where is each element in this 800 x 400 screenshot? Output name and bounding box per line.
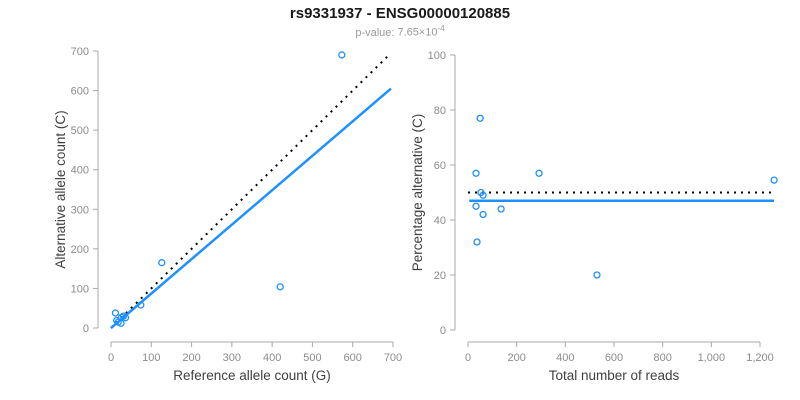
identity-line — [110, 54, 390, 329]
x-tick-label: 200 — [182, 352, 200, 364]
data-point — [137, 301, 145, 309]
y-tick-label: 80 — [434, 105, 446, 117]
x-tick-label: 800 — [653, 352, 671, 364]
data-point — [770, 176, 778, 184]
y-tick-label: 400 — [71, 165, 89, 177]
y-tick-label: 0 — [83, 323, 89, 335]
y-tick-label: 40 — [434, 215, 446, 227]
x-tick-label: 400 — [556, 352, 574, 364]
fit-line — [110, 87, 392, 329]
y-tick-label: 500 — [71, 125, 89, 137]
y-tick-label: 100 — [428, 50, 446, 62]
x-tick-label: 200 — [507, 352, 525, 364]
data-point — [111, 309, 120, 317]
y-tick-label: 60 — [434, 160, 446, 172]
data-point — [479, 210, 487, 219]
data-point — [479, 191, 487, 199]
y-tick-label: 100 — [71, 283, 89, 295]
data-point — [276, 283, 284, 291]
x-tick-label: 0 — [465, 352, 471, 364]
page-title: rs9331937 - ENSG00000120885 — [289, 5, 511, 22]
x-tick-label: 600 — [605, 352, 623, 364]
y-axis-title: Alternative allele count (C) — [53, 110, 68, 268]
data-point — [472, 202, 480, 210]
data-point — [476, 114, 484, 122]
data-point — [158, 259, 166, 267]
y-tick-label: 0 — [440, 325, 446, 337]
y-tick-label: 700 — [71, 46, 89, 58]
x-tick-label: 0 — [108, 352, 114, 364]
pvalue-base: 7.65×10 — [397, 26, 438, 39]
x-tick-label: 400 — [263, 352, 281, 364]
y-tick-label: 20 — [434, 270, 446, 282]
x-tick-label: 300 — [223, 352, 241, 364]
x-axis-title: Total number of reads — [549, 368, 680, 383]
data-point — [117, 319, 125, 327]
x-tick-label: 500 — [303, 352, 321, 364]
data-point — [472, 169, 480, 177]
data-point — [338, 51, 346, 59]
data-point — [473, 238, 481, 246]
pvalue-subtitle: p-value: 7.65×10-4 — [0, 24, 800, 39]
x-tick-label: 1,200 — [746, 352, 774, 364]
right-scatter-plot: 0 200 400 600 800 1,000 1,200 0 20 40 60 80 100 Total… — [410, 50, 778, 383]
pvalue-exponent: -4 — [437, 24, 445, 33]
pvalue-label: p-value: — [355, 26, 395, 39]
y-tick-label: 200 — [71, 244, 89, 256]
y-tick-label: 600 — [71, 86, 89, 98]
x-tick-label: 600 — [344, 352, 362, 364]
x-tick-label: 100 — [142, 352, 160, 364]
data-point — [535, 169, 543, 177]
x-axis-title: Reference allele count (G) — [173, 368, 331, 383]
data-point — [121, 314, 130, 322]
x-tick-label: 1,000 — [698, 352, 726, 364]
y-axis-title: Percentage alternative (C) — [410, 114, 425, 272]
data-point — [497, 205, 505, 213]
x-tick-label: 700 — [384, 352, 402, 364]
data-point — [593, 271, 601, 279]
left-scatter-plot: 0 100 200 300 400 500 600 700 0 100 200 300 400 500 60… — [53, 46, 402, 383]
y-tick-label: 300 — [71, 204, 89, 216]
data-point — [119, 312, 128, 320]
